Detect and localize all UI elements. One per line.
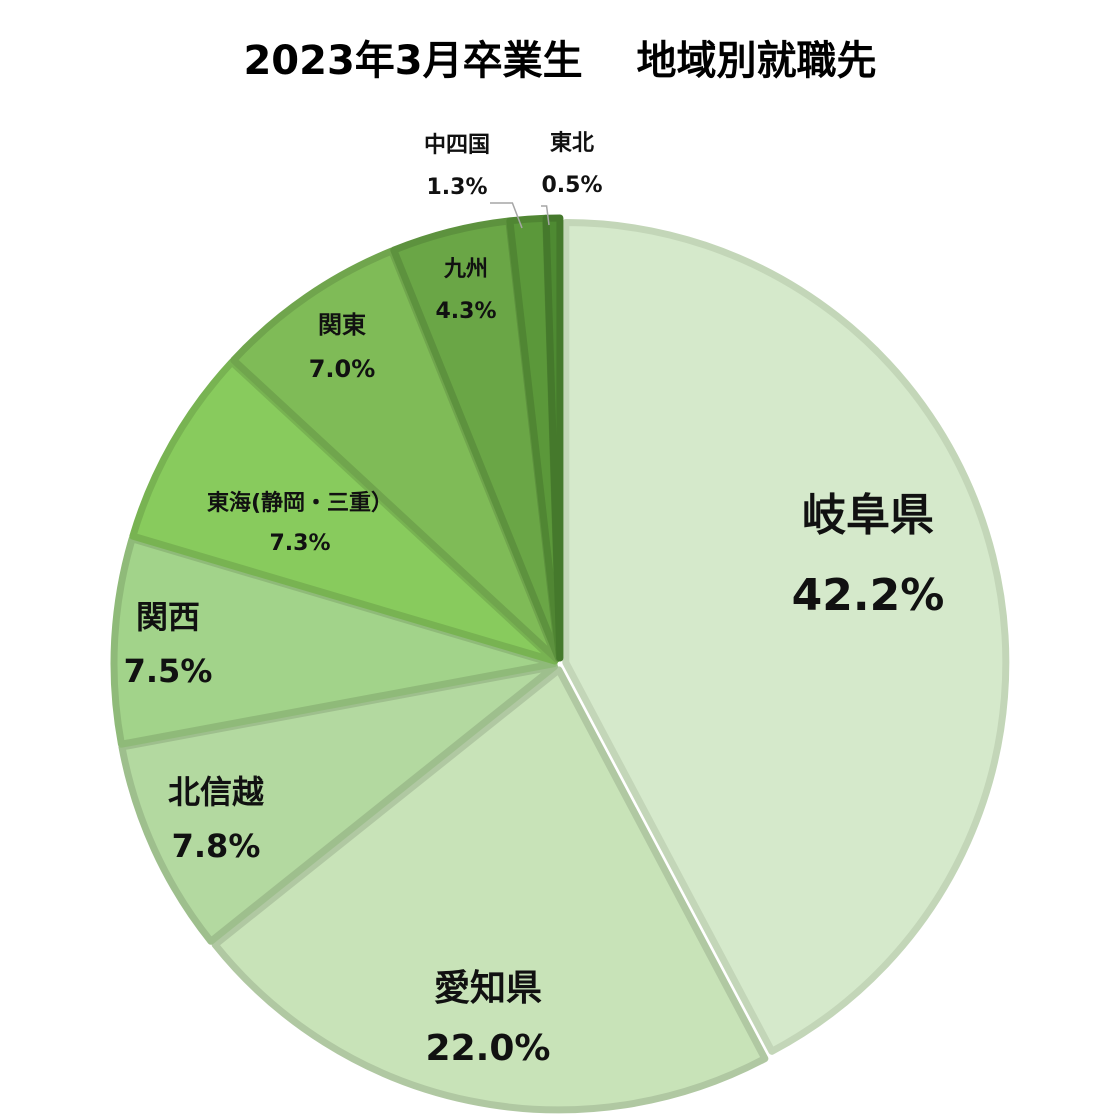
slice-label-value: 7.0% — [309, 355, 376, 383]
slice-label-category: 愛知県 — [434, 968, 542, 1009]
leader-line — [541, 205, 550, 226]
slice-label-value: 7.5% — [124, 652, 213, 690]
slice-label-category: 関東 — [318, 311, 366, 339]
pie-slice-3 — [118, 662, 559, 945]
leader-line — [490, 202, 523, 229]
pie-slice-1 — [562, 219, 1010, 1055]
slice-label-category: 関西 — [136, 598, 200, 636]
slice-label-value: 0.5% — [541, 173, 602, 198]
slice-label-category: 北信越 — [168, 773, 265, 811]
slice-labels: 岐阜県 42.2% 愛知県 22.0% 北信越 7.8% 関西 7.5% 東海(静岡・三重） 7.… — [124, 131, 945, 1069]
slice-label-category: 九州 — [443, 257, 488, 282]
slice-label-category: 東海(静岡・三重） — [207, 490, 393, 516]
slice-label-value: 7.8% — [172, 827, 261, 865]
slice-label-value: 22.0% — [426, 1028, 551, 1069]
pie-slices — [110, 214, 1010, 1114]
pie-slice-5 — [129, 358, 559, 665]
pie-slice-9 — [542, 214, 564, 662]
pie-slice-6 — [230, 247, 561, 663]
slice-label-value: 4.3% — [435, 299, 496, 324]
pie-slice-2 — [211, 666, 769, 1114]
pie-slice-4 — [110, 535, 558, 748]
slice-label-category: 東北 — [550, 131, 594, 156]
slice-label-value: 7.3% — [269, 531, 330, 556]
slice-label-category: 中四国 — [424, 133, 490, 158]
leader-lines — [490, 202, 550, 229]
slice-label-value: 42.2% — [792, 570, 945, 621]
slice-label-value: 1.3% — [426, 175, 487, 200]
chart-title: 2023年3月卒業生 地域別就職先 — [243, 38, 877, 84]
slice-label-category: 岐阜県 — [802, 490, 934, 541]
